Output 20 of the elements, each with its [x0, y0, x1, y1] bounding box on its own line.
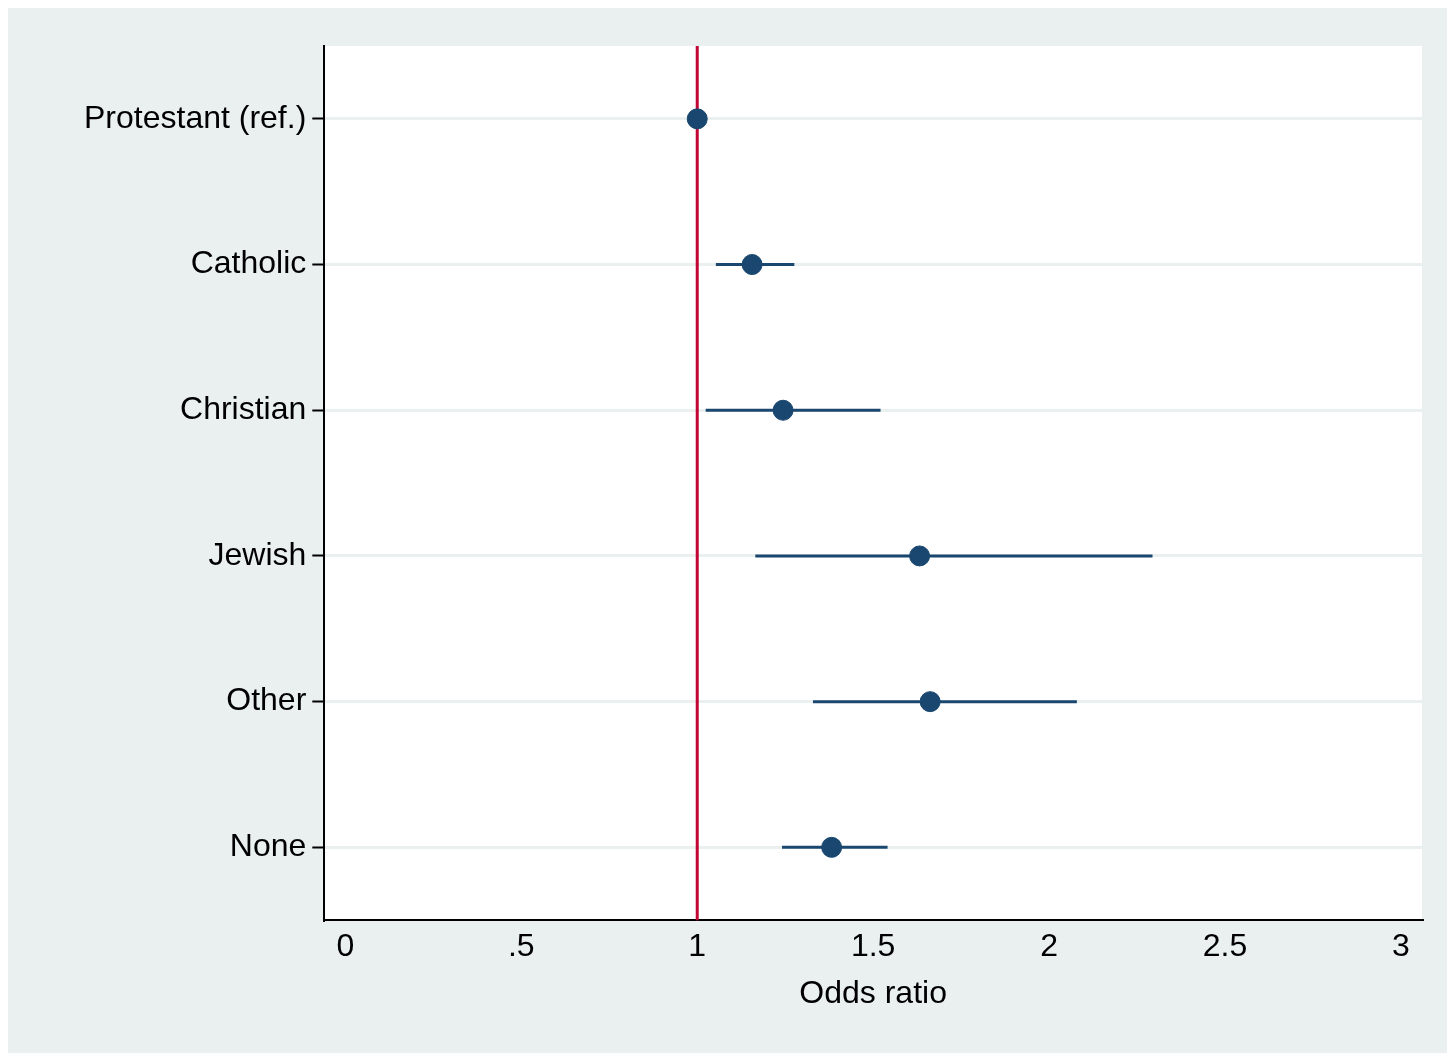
x-tick-label: 1.5 [850, 927, 896, 964]
point [741, 254, 763, 276]
x-tick-label: 0 [336, 927, 355, 964]
y-tick-label: Protestant (ref.) [84, 98, 307, 135]
y-tick-label: Catholic [190, 244, 307, 281]
x-axis-title: Odds ratio [799, 973, 947, 1010]
point [821, 836, 843, 858]
x-tick-label: 3 [1391, 927, 1410, 964]
point [909, 545, 931, 567]
y-tick-label: Jewish [208, 535, 307, 572]
y-tick-label: None [229, 827, 307, 864]
x-tick-label: 2 [1040, 927, 1058, 964]
x-tick-label: .5 [507, 927, 535, 964]
y-tick-label: Christian [180, 390, 307, 427]
x-tick-label: 1 [688, 927, 707, 964]
point [772, 399, 794, 421]
point [686, 108, 708, 130]
x-tick-label: 2.5 [1202, 927, 1248, 964]
point [919, 691, 941, 713]
y-tick-label: Other [226, 681, 307, 718]
